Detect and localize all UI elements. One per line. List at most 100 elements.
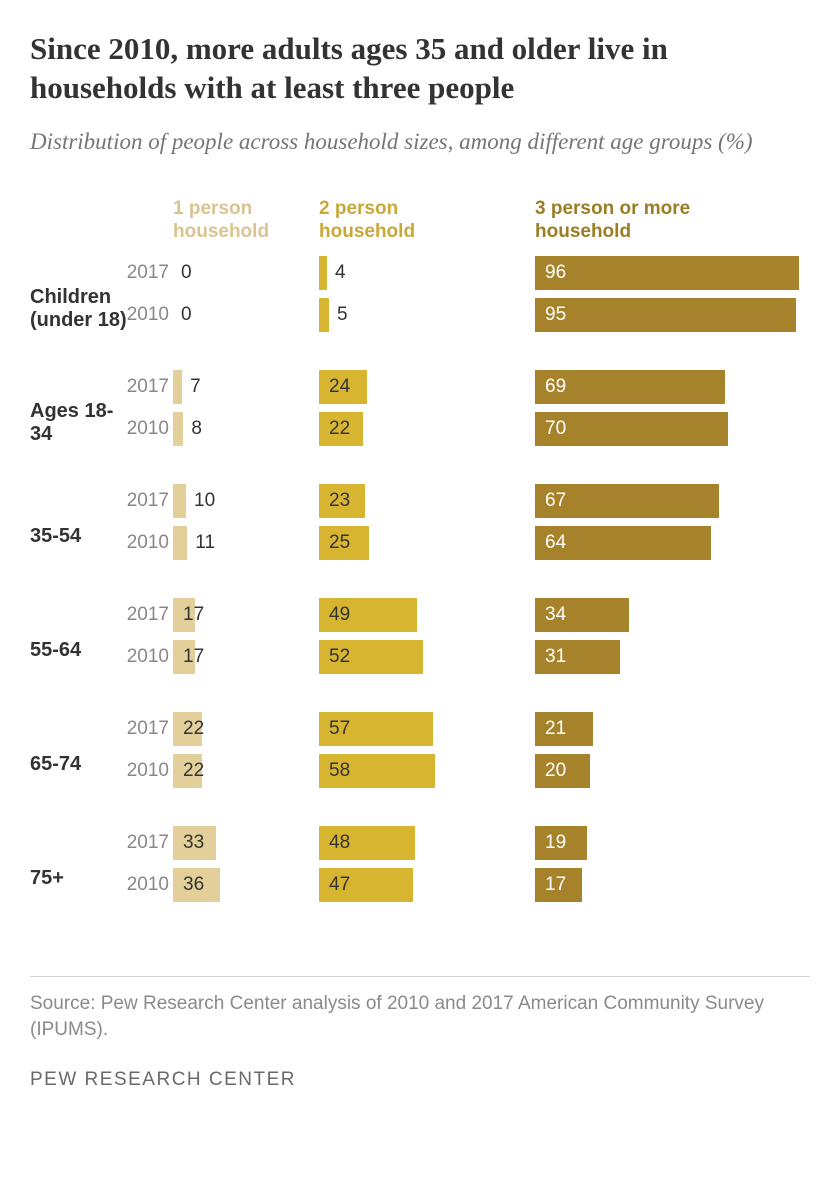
bar-row: 0 xyxy=(173,252,303,294)
bar-row: 17 xyxy=(535,864,810,906)
bar-row: 96 xyxy=(535,252,810,294)
bar: 17 xyxy=(173,640,195,674)
bar-value: 4 xyxy=(335,262,346,284)
year-label: 2017 xyxy=(127,708,173,750)
bar-value: 11 xyxy=(195,532,215,554)
bar: 96 xyxy=(535,256,799,290)
bar-row: 17 xyxy=(173,594,303,636)
bar: 22 xyxy=(319,412,363,446)
bar-row: 23 xyxy=(319,480,519,522)
group-label: 75+ xyxy=(30,867,127,890)
chart-title: Since 2010, more adults ages 35 and olde… xyxy=(30,30,810,108)
bar-row: 64 xyxy=(535,522,810,564)
bar: 25 xyxy=(319,526,369,560)
bar-row: 8 xyxy=(173,408,303,450)
bar: 47 xyxy=(319,868,413,902)
bar-row: 95 xyxy=(535,294,810,336)
bar: 67 xyxy=(535,484,719,518)
year-label: 2017 xyxy=(127,252,173,294)
bar: 48 xyxy=(319,826,415,860)
group-label: 35-54 xyxy=(30,525,127,548)
year-label: 2017 xyxy=(127,480,173,522)
bar: 52 xyxy=(319,640,423,674)
bar-row: 48 xyxy=(319,822,519,864)
bar: 69 xyxy=(535,370,725,404)
bar-row: 11 xyxy=(173,522,303,564)
bar: 20 xyxy=(535,754,590,788)
bar xyxy=(173,526,187,560)
bar xyxy=(319,256,327,290)
bar-row: 17 xyxy=(173,636,303,678)
bar: 58 xyxy=(319,754,435,788)
chart-area: Children(under 18)Ages 18-3435-5455-6465… xyxy=(30,192,810,936)
bar: 22 xyxy=(173,754,202,788)
footer-attribution: PEW RESEARCH CENTER xyxy=(30,1069,810,1091)
bar-row: 24 xyxy=(319,366,519,408)
bar-row: 7 xyxy=(173,366,303,408)
bar-row: 36 xyxy=(173,864,303,906)
bar-value: 7 xyxy=(190,376,201,398)
bar: 23 xyxy=(319,484,365,518)
bar-row: 57 xyxy=(319,708,519,750)
bar-row: 19 xyxy=(535,822,810,864)
bar: 19 xyxy=(535,826,587,860)
group-label: 65-74 xyxy=(30,753,127,776)
group-label: 55-64 xyxy=(30,639,127,662)
year-label: 2010 xyxy=(127,522,173,564)
bar-row: 22 xyxy=(173,750,303,792)
bar-row: 69 xyxy=(535,366,810,408)
bar-row: 22 xyxy=(173,708,303,750)
bar: 34 xyxy=(535,598,629,632)
bar-row: 5 xyxy=(319,294,519,336)
bar-row: 20 xyxy=(535,750,810,792)
bar-value: 0 xyxy=(181,304,192,326)
group-label: Ages 18-34 xyxy=(30,400,127,446)
bar-row: 33 xyxy=(173,822,303,864)
bar-value: 8 xyxy=(191,418,202,440)
bar: 31 xyxy=(535,640,620,674)
bar xyxy=(173,412,183,446)
bar: 21 xyxy=(535,712,593,746)
bar: 33 xyxy=(173,826,216,860)
bar: 57 xyxy=(319,712,433,746)
bar-row: 49 xyxy=(319,594,519,636)
bar-row: 31 xyxy=(535,636,810,678)
bar: 22 xyxy=(173,712,202,746)
bar-value: 0 xyxy=(181,262,192,284)
bar-value: 10 xyxy=(194,490,215,512)
column-header: 3 person or morehousehold xyxy=(535,192,810,252)
bar-row: 34 xyxy=(535,594,810,636)
bar xyxy=(173,370,182,404)
bar: 49 xyxy=(319,598,417,632)
bar: 64 xyxy=(535,526,711,560)
bar-row: 67 xyxy=(535,480,810,522)
column-header: 1 personhousehold xyxy=(173,192,303,252)
bar-row: 47 xyxy=(319,864,519,906)
year-label: 2010 xyxy=(127,408,173,450)
bar: 17 xyxy=(173,598,195,632)
bar-value: 5 xyxy=(337,304,348,326)
bar-row: 52 xyxy=(319,636,519,678)
bar: 36 xyxy=(173,868,220,902)
bar xyxy=(319,298,329,332)
year-label: 2010 xyxy=(127,294,173,336)
bar: 24 xyxy=(319,370,367,404)
bar: 17 xyxy=(535,868,582,902)
year-label: 2010 xyxy=(127,864,173,906)
year-label: 2017 xyxy=(127,594,173,636)
bar: 95 xyxy=(535,298,796,332)
chart-subtitle: Distribution of people across household … xyxy=(30,126,810,157)
bar-row: 4 xyxy=(319,252,519,294)
source-text: Source: Pew Research Center analysis of … xyxy=(30,976,810,1044)
bar xyxy=(173,484,186,518)
bar-row: 10 xyxy=(173,480,303,522)
year-label: 2010 xyxy=(127,750,173,792)
bar-row: 58 xyxy=(319,750,519,792)
bar-row: 0 xyxy=(173,294,303,336)
bar-row: 22 xyxy=(319,408,519,450)
bar: 70 xyxy=(535,412,728,446)
year-label: 2017 xyxy=(127,366,173,408)
column-header: 2 personhousehold xyxy=(319,192,519,252)
bar-row: 21 xyxy=(535,708,810,750)
bar-row: 25 xyxy=(319,522,519,564)
